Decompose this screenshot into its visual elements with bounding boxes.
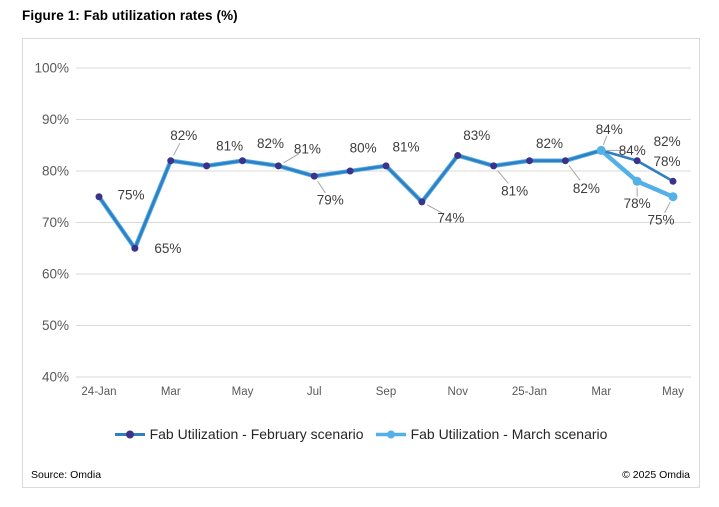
svg-text:74%: 74% — [437, 210, 464, 225]
svg-text:Mar: Mar — [591, 386, 611, 398]
svg-text:82%: 82% — [573, 181, 600, 196]
y-axis-labels: 100% 90% 80% 70% 60% 50% 40% — [34, 61, 69, 385]
svg-text:81%: 81% — [392, 139, 419, 154]
svg-text:80%: 80% — [350, 141, 377, 156]
chart-legend: Fab Utilization - February scenario Fab … — [23, 423, 699, 445]
svg-text:Mar: Mar — [161, 386, 181, 398]
svg-text:75%: 75% — [647, 212, 674, 227]
svg-text:May: May — [662, 386, 684, 398]
svg-text:Jul: Jul — [307, 386, 322, 398]
svg-text:79%: 79% — [317, 193, 344, 208]
legend-marker-march-icon — [375, 430, 406, 438]
svg-text:May: May — [232, 386, 254, 398]
series-markers — [95, 146, 677, 252]
gridlines — [76, 67, 691, 378]
svg-text:78%: 78% — [624, 196, 651, 211]
chart-plot: 100% 90% 80% 70% 60% 50% 40% 24-Jan Mar May Jul Sep… — [34, 61, 691, 398]
x-axis-labels: 24-Jan Mar May Jul Sep Nov 25-Jan Mar May — [81, 386, 684, 398]
legend-item-february-scenario: Fab Utilization - February scenario — [114, 426, 364, 442]
svg-text:50%: 50% — [42, 318, 69, 333]
svg-text:81%: 81% — [294, 141, 321, 156]
svg-text:24-Jan: 24-Jan — [81, 386, 116, 398]
svg-text:81%: 81% — [501, 183, 528, 198]
svg-text:84%: 84% — [619, 143, 646, 158]
svg-text:70%: 70% — [42, 215, 69, 230]
svg-text:83%: 83% — [463, 128, 490, 143]
svg-text:82%: 82% — [170, 128, 197, 143]
svg-text:82%: 82% — [257, 136, 284, 151]
svg-text:81%: 81% — [216, 138, 243, 153]
chart-container: 100% 90% 80% 70% 60% 50% 40% 24-Jan Mar May Jul Sep… — [22, 38, 700, 488]
svg-text:60%: 60% — [42, 267, 69, 282]
svg-text:Nov: Nov — [448, 386, 469, 398]
svg-text:84%: 84% — [596, 122, 623, 137]
svg-text:40%: 40% — [42, 370, 69, 385]
svg-text:75%: 75% — [117, 187, 144, 202]
source-note: Source: Omdia — [31, 469, 102, 481]
legend-marker-february-icon — [114, 430, 145, 438]
svg-text:78%: 78% — [653, 154, 680, 169]
chart-footer: Source: Omdia © 2025 Omdia — [23, 469, 699, 487]
legend-item-march-scenario: Fab Utilization - March scenario — [375, 426, 608, 442]
series-data-labels: 75% 65% 82% 81% 82% 81% 79% 80% 81% 74% 83% 81% 82% 8… — [117, 128, 680, 256]
svg-text:82%: 82% — [654, 134, 681, 149]
series-data-labels: 84% 78%75% — [596, 122, 675, 227]
legend-label-february-scenario: Fab Utilization - February scenario — [149, 426, 364, 442]
svg-text:80%: 80% — [42, 164, 69, 179]
svg-text:65%: 65% — [154, 241, 181, 256]
series-markers — [596, 145, 678, 202]
svg-text:82%: 82% — [536, 136, 563, 151]
figure-title: Figure 1: Fab utilization rates (%) — [22, 8, 238, 23]
svg-text:90%: 90% — [42, 112, 69, 127]
legend-label-march-scenario: Fab Utilization - March scenario — [410, 426, 608, 442]
svg-text:Sep: Sep — [376, 386, 396, 398]
svg-text:100%: 100% — [34, 61, 69, 76]
copyright-note: © 2025 Omdia — [622, 469, 690, 481]
svg-text:25-Jan: 25-Jan — [512, 386, 547, 398]
